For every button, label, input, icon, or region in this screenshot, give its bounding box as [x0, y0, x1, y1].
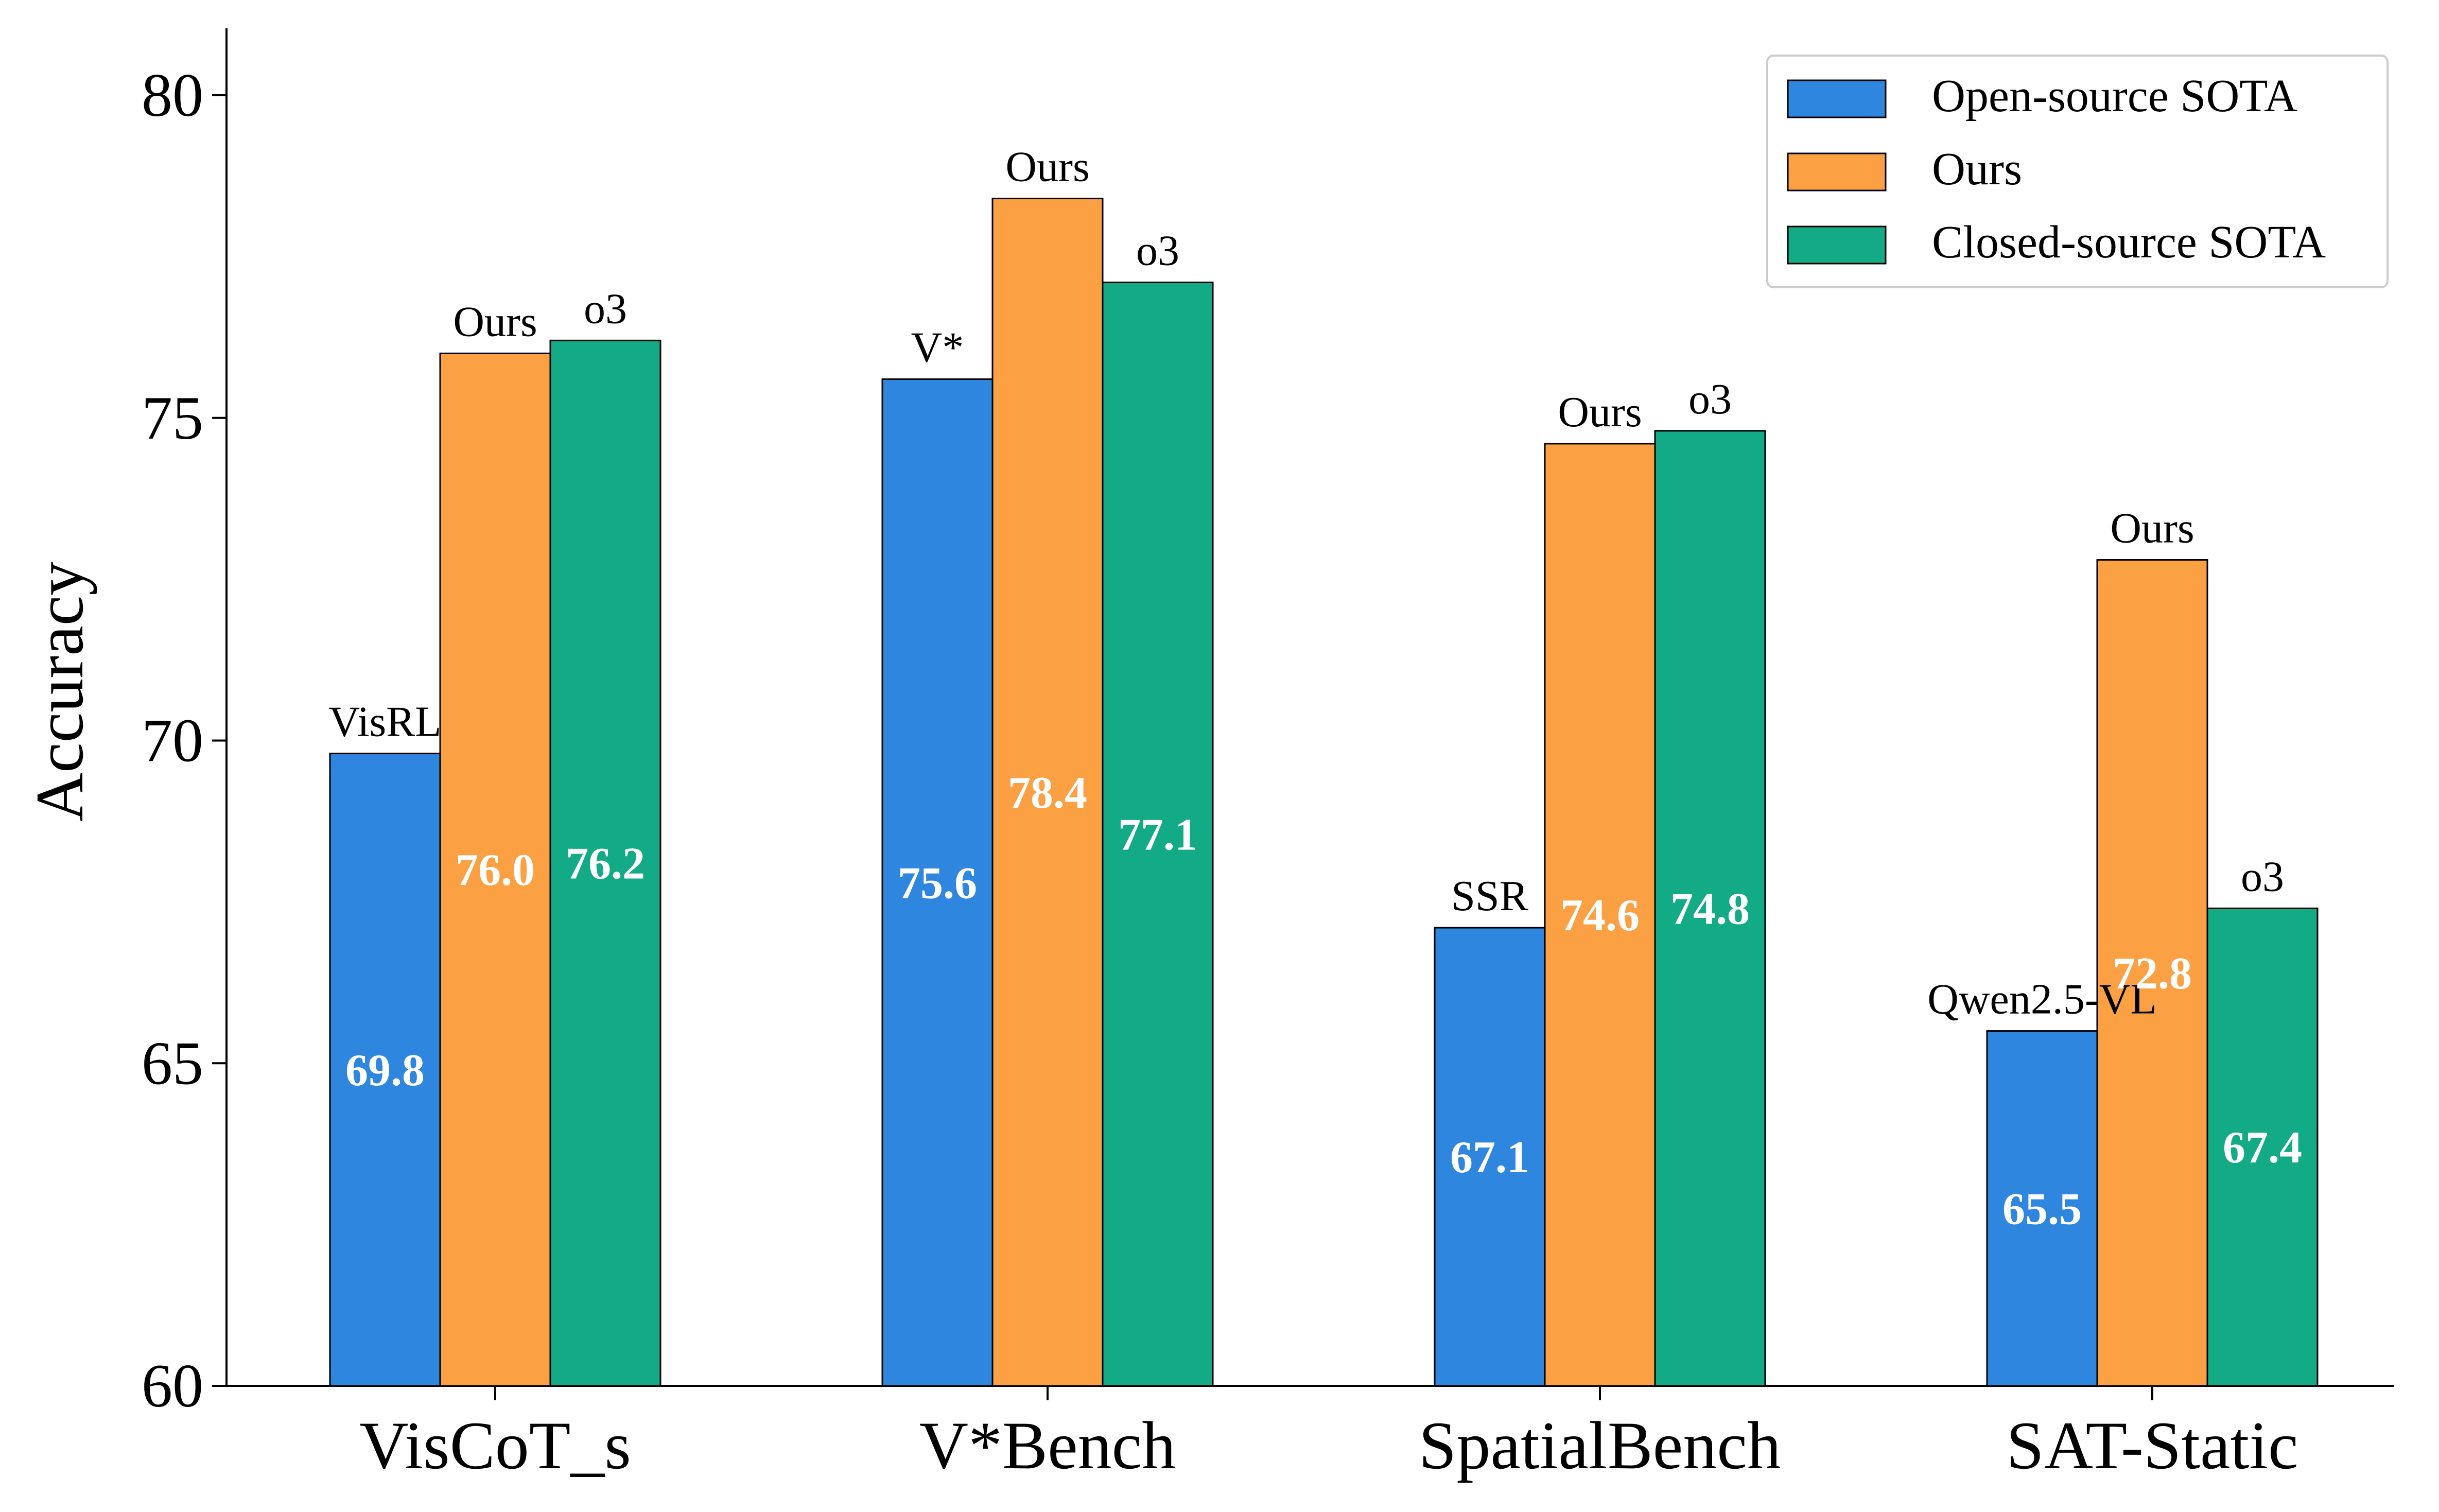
bar-value-label: 67.4 — [2223, 1123, 2302, 1173]
legend-box — [1766, 55, 2389, 288]
y-axis-label: Accuracy — [22, 562, 97, 822]
bar — [1434, 927, 1546, 1387]
bar-method-label: SSR — [1451, 872, 1528, 920]
bar — [1654, 430, 1766, 1387]
legend-swatch — [1787, 152, 1887, 192]
bar-method-label: Qwen2.5-VL — [1927, 976, 2157, 1023]
y-tick-label: 60 — [142, 1351, 203, 1420]
y-tick-label: 65 — [142, 1029, 203, 1097]
y-tick-label: 70 — [142, 706, 203, 775]
axes: 60 65 70 75 80 VisCoT_s V*Bench SpatialBench SA… — [22, 28, 2394, 1483]
bar — [329, 753, 441, 1387]
bar — [1102, 282, 1214, 1387]
bar — [2096, 559, 2208, 1387]
legend-entry: Open-source SOTA — [1932, 71, 2297, 121]
bar-method-label: o3 — [2241, 853, 2284, 900]
bar-value-label: 77.1 — [1118, 810, 1197, 860]
bar-value-label: 76.2 — [566, 839, 645, 889]
bar-method-label: Ours — [453, 298, 537, 345]
legend-entry: Ours — [1932, 144, 2022, 195]
bar-value-label: 72.8 — [2113, 949, 2192, 999]
bar — [991, 198, 1104, 1387]
bar-value-label: 76.0 — [456, 845, 535, 895]
x-tick-label: SpatialBench — [1419, 1407, 1781, 1483]
x-tick-label: VisCoT_s — [359, 1407, 631, 1483]
legend-entry: Closed-source SOTA — [1932, 217, 2326, 268]
bar — [549, 339, 661, 1387]
bar-method-label: Ours — [1558, 388, 1642, 436]
y-tick-label: 75 — [142, 384, 203, 452]
bar-method-label: VisRL — [329, 698, 442, 746]
bar — [1544, 443, 1656, 1387]
x-ticks: VisCoT_s V*Bench SpatialBench SAT-Static — [359, 1386, 2298, 1483]
bar-method-label: o3 — [584, 285, 627, 333]
bar — [439, 352, 551, 1387]
bar-value-label: 78.4 — [1008, 768, 1087, 818]
bar-value-label: 67.1 — [1450, 1133, 1529, 1183]
legend-swatch — [1787, 79, 1887, 118]
bar-value-label: 74.8 — [1670, 884, 1750, 934]
bar-value-label: 65.5 — [2002, 1184, 2082, 1234]
bar-method-label: V* — [911, 324, 964, 372]
bar-method-label: Ours — [2110, 505, 2194, 552]
legend: Open-source SOTA Ours Closed-source SOTA — [1766, 55, 2389, 288]
bar-value-label: 75.6 — [898, 858, 977, 908]
bar — [881, 378, 994, 1387]
bars — [329, 198, 2319, 1387]
bar-labels: 69.8 VisRL 75.6 V* 67.1 SSR 65.5 Qwen2.5-VL 76.0… — [329, 143, 2302, 1235]
y-ticks: 60 65 70 75 80 — [142, 61, 227, 1420]
legend-swatch — [1787, 225, 1887, 265]
bar-method-label: o3 — [1688, 375, 1732, 423]
bar — [1986, 1030, 2098, 1387]
x-tick-label: SAT-Static — [2006, 1407, 2298, 1483]
bar-value-label: 69.8 — [345, 1046, 425, 1096]
bar — [2206, 907, 2319, 1387]
bar-method-label: o3 — [1136, 227, 1179, 275]
bar-method-label: Ours — [1005, 143, 1089, 191]
bar-value-label: 74.6 — [1560, 891, 1640, 941]
y-tick-label: 80 — [142, 61, 203, 129]
x-tick-label: V*Bench — [919, 1407, 1176, 1483]
